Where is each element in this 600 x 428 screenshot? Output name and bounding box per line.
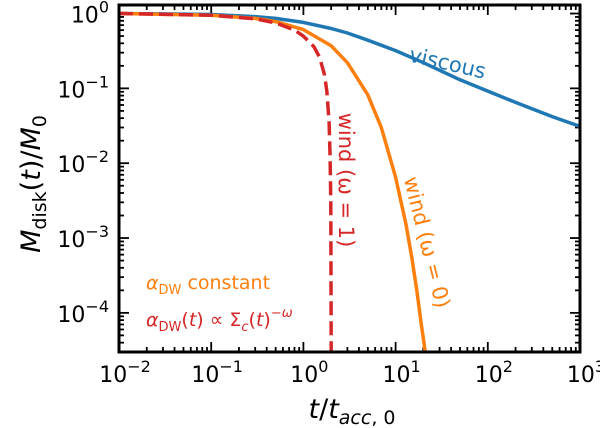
- series-label-wind-omega-1: wind (ω = 1): [334, 113, 358, 248]
- x-tick-label: 100: [290, 357, 328, 388]
- series-line-0: [118, 11, 581, 129]
- x-tick-label: 103: [567, 357, 600, 388]
- tick-labels: 10−2 10−1 100 101 102 103 100 10−1 10−2 10−3 10−4: [57, 0, 600, 388]
- axes-frame: [117, 3, 582, 354]
- series-label-viscous: viscous: [407, 43, 488, 84]
- x-tick-label: 10−1: [191, 357, 243, 388]
- y-tick-label: 100: [71, 0, 109, 29]
- series-line-1: [118, 11, 428, 353]
- x-tick-label: 10−2: [99, 357, 151, 388]
- series-line-2: [118, 11, 333, 353]
- annotation-alpha-sigma: αDW(t) ∝ Σc(t)−ω: [146, 306, 293, 335]
- y-tick-label: 10−3: [57, 222, 109, 253]
- y-tick-label: 10−1: [57, 72, 109, 103]
- y-tick-label: 10−2: [57, 147, 109, 178]
- series-layer: [118, 11, 581, 353]
- annotation-alpha-constant: αDW constant: [146, 272, 270, 298]
- series-label-wind-omega-0: wind (ω = 0): [399, 174, 455, 310]
- x-axis-label: t/tacc, 0: [308, 394, 395, 428]
- y-tick-label: 10−4: [57, 297, 109, 328]
- x-tick-label: 102: [475, 357, 513, 388]
- x-tick-label: 101: [383, 357, 421, 388]
- y-axis-label: Mdisk(t)/M0: [16, 115, 51, 253]
